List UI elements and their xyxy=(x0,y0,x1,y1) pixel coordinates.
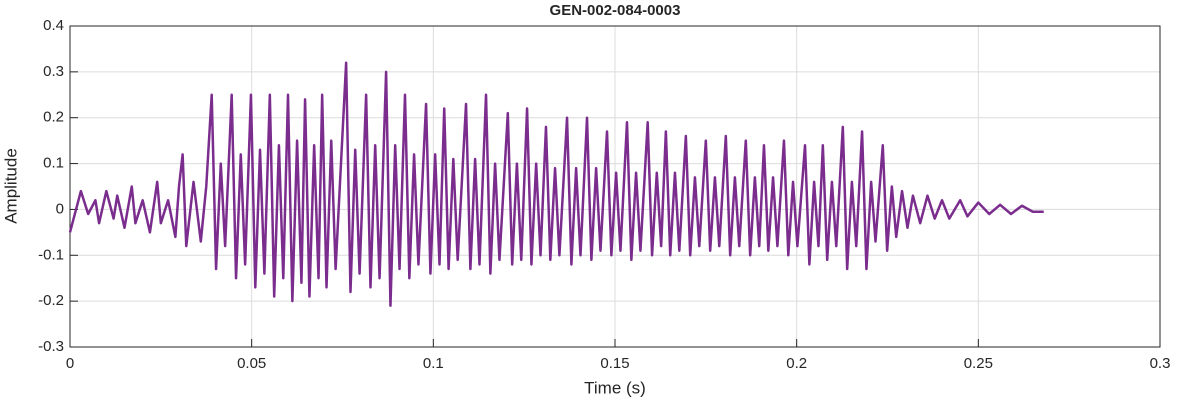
y-tick-label: -0.2 xyxy=(38,292,64,309)
y-tick-label: 0 xyxy=(56,200,64,217)
x-tick-label: 0.15 xyxy=(600,355,629,372)
plot-frame xyxy=(69,25,1161,348)
x-tick-label: 0.05 xyxy=(237,355,266,372)
y-tick-label: -0.1 xyxy=(38,246,64,263)
x-axis-label: Time (s) xyxy=(584,378,646,397)
y-axis-label: Amplitude xyxy=(1,148,20,224)
x-tick-label: 0 xyxy=(66,355,74,372)
x-tick-label: 0.3 xyxy=(1150,355,1171,372)
waveform-line xyxy=(68,61,1044,307)
x-tick-label: 0.2 xyxy=(786,355,807,372)
chart-title: GEN-002-084-0003 xyxy=(550,2,681,19)
y-tick-label: -0.3 xyxy=(38,338,64,355)
y-tick-label: 0.1 xyxy=(43,155,64,172)
y-tick-label: 0.3 xyxy=(43,63,64,80)
y-tick-label: 0.2 xyxy=(43,109,64,126)
x-tick-label: 0.1 xyxy=(423,355,444,372)
x-tick-label: 0.25 xyxy=(964,355,993,372)
y-tick-label: 0.4 xyxy=(43,17,64,34)
